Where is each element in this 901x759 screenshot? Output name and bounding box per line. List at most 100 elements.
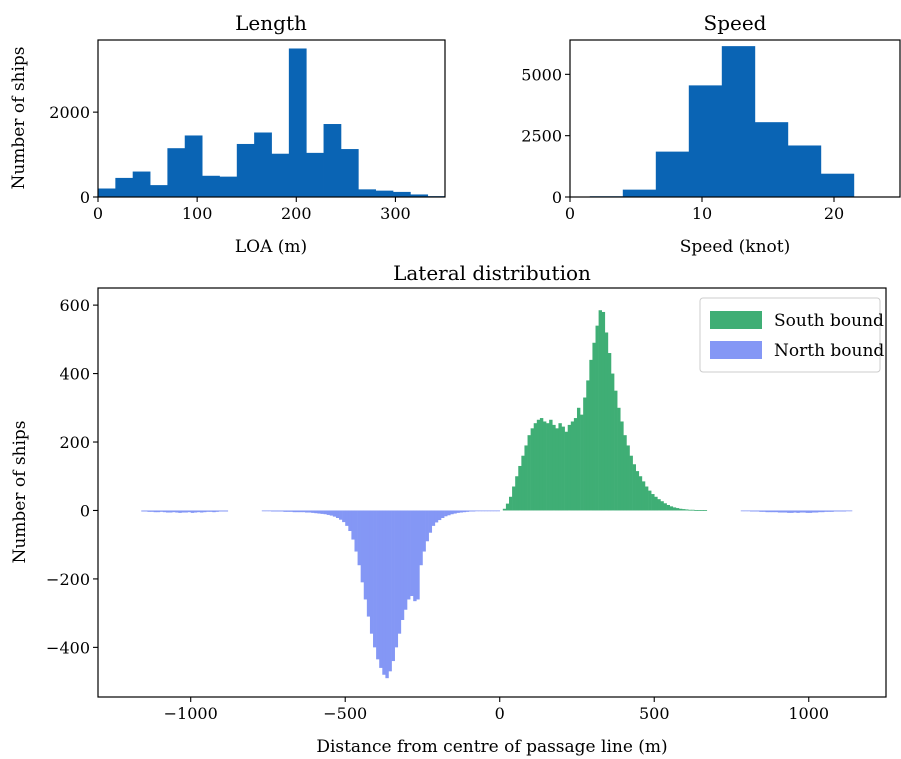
south-bound-bar [542,421,547,511]
length-bar [219,176,238,197]
south-bound-bar [644,486,649,511]
north-bound-bar [793,510,797,513]
south-bound-bar [604,332,609,511]
north-bound-bar [814,510,819,513]
speed-xtick-label: 0 [565,204,575,223]
south-bound-bar [515,476,519,511]
length-bar [323,124,342,197]
south-bound-bar [675,508,680,511]
south-bound-bar [524,445,528,511]
north-bound-bar [301,510,306,513]
south-bound-bar [576,407,581,511]
south-bound-bar [586,380,590,511]
south-bound-bar [614,390,618,511]
length-xtick-label: 300 [380,204,411,223]
north-bound-bar [153,510,158,513]
north-bound-bar [441,510,445,518]
north-bound-bar [283,510,287,512]
north-bound-bar [147,510,151,512]
north-bound-bar [805,510,810,513]
north-bound-bar [215,510,219,512]
north-bound-bar [481,510,485,512]
north-bound-bar [311,510,315,513]
north-bound-bar [289,510,293,512]
speed-histogram-panel: Speed Speed (knot) 0 10 20 0 2500 5000 [521,11,901,257]
north-bound-bar [450,510,454,515]
south-bound-bar [518,465,522,511]
length-ytick-label: 2000 [49,103,90,122]
north-bound-bar [845,510,850,512]
north-bound-bar [811,510,816,513]
south-bound-bar [601,311,606,511]
south-bound-bar [527,435,531,511]
south-bound-bar [663,503,667,511]
north-bound-bar [799,510,803,513]
north-bound-bar [366,510,371,617]
south-bound-bar [533,423,538,511]
south-bound-bar [678,508,683,511]
north-bound-bar [839,510,844,512]
legend: South bound North bound [699,297,884,373]
north-bound-bar [295,510,300,513]
speed-bar [820,173,855,197]
north-bound-bar [267,510,272,512]
north-bound-bar [286,510,290,512]
speed-ytick-label: 5000 [521,65,562,84]
north-bound-bar [422,510,426,552]
north-bound-bar [342,510,346,523]
south-bound-bar [549,419,553,511]
speed-bar [754,122,789,197]
north-bound-bar [762,510,766,512]
south-bound-bar [558,423,562,511]
north-bound-bar [314,510,318,514]
south-bound-bar [623,435,627,511]
speed-xtick-label: 10 [692,204,712,223]
south-bound-bar [583,397,587,511]
north-bound-bar [305,510,309,513]
south-bound-bar [657,499,661,511]
speed-bar [787,145,822,197]
south-bound-bar [546,423,550,511]
south-bound-bar [697,510,701,511]
north-bound-bar [431,510,436,526]
north-bound-bar [397,510,402,634]
south-bound-bar [703,510,708,511]
length-bar [340,149,359,197]
north-bound-bar [203,510,207,513]
lateral-ytick-label: −400 [46,638,90,657]
north-bound-bar [212,510,216,513]
south-bound-bar [564,431,569,511]
north-bound-bar [410,510,414,597]
north-bound-bar [444,510,448,517]
south-bound-bar [635,471,640,511]
north-bound-bar [357,510,361,566]
south-bound-bar [688,509,692,511]
lateral-xtick-label: −1000 [164,704,218,723]
length-xlabel: LOA (m) [235,237,307,257]
north-bound-bar [740,510,745,512]
length-bar [392,191,411,197]
north-bound-bar [425,510,429,542]
north-bound-bar [419,510,423,566]
north-bound-bar [326,510,331,515]
north-bound-bar [475,510,479,512]
speed-bar [655,151,690,197]
north-bound-bar [277,510,281,512]
lateral-xlabel: Distance from centre of passage line (m) [316,737,667,757]
speed-xtick-label: 20 [824,204,844,223]
north-bound-bar [765,510,769,513]
north-bound-bar [379,510,383,668]
north-bound-bar [802,510,806,513]
south-bound-bar [595,325,599,511]
north-bound-bar [490,510,494,512]
lateral-xtick-label: 0 [495,704,505,723]
north-bound-bar [144,510,148,512]
north-bound-bar [369,510,374,634]
south-bound-bar [660,501,664,511]
north-bound-bar [830,510,834,512]
north-bound-bar [308,510,312,513]
south-bound-bar [617,407,621,511]
north-bound-bar [462,510,467,513]
north-bound-bar [178,510,182,513]
